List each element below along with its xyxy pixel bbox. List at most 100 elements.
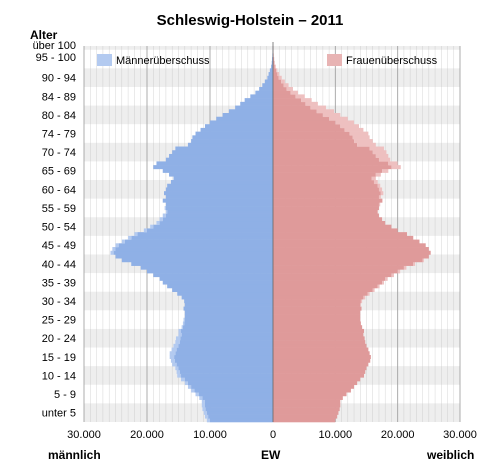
age-label: 45 - 49 xyxy=(42,240,76,252)
female-bar-age-62 xyxy=(273,187,379,192)
male-surplus-age-50 xyxy=(134,232,138,237)
female-bar-age-17 xyxy=(273,354,371,360)
male-surplus-age-2 xyxy=(203,410,207,415)
female-surplus-age-58 xyxy=(378,202,381,207)
female-bar-age-44 xyxy=(273,254,429,259)
female-bar-age-76 xyxy=(273,135,353,140)
male-bar-age-2 xyxy=(206,410,273,415)
female-bar-age-47 xyxy=(273,243,426,248)
female-bar-age-25 xyxy=(273,325,363,330)
female-bar-age-11 xyxy=(273,377,361,382)
male-bar-age-61 xyxy=(164,191,273,196)
male-bar-age-81 xyxy=(216,116,273,121)
x-label-male: männlich xyxy=(48,448,101,462)
female-surplus-age-72 xyxy=(372,150,387,155)
female-bar-age-90 xyxy=(273,83,284,88)
male-surplus-age-1 xyxy=(204,414,209,419)
female-surplus-age-96 xyxy=(274,60,275,65)
female-bar-age-41 xyxy=(273,265,404,270)
female-bar-age-50 xyxy=(273,232,408,237)
male-bar-age-20 xyxy=(178,343,273,348)
male-surplus-age-25 xyxy=(181,325,183,330)
female-surplus-age-39 xyxy=(391,273,394,278)
female-bar-age-89 xyxy=(273,86,287,91)
male-bar-age-68 xyxy=(153,165,273,170)
male-bar-age-39 xyxy=(153,273,273,278)
male-bar-age-25 xyxy=(182,325,273,330)
male-surplus-age-11 xyxy=(181,377,185,382)
male-bar-age-43 xyxy=(121,258,273,263)
legend-swatch-female-surplus xyxy=(327,54,342,66)
female-surplus-age-87 xyxy=(295,94,305,99)
female-surplus-age-37 xyxy=(382,280,384,285)
female-bar-age-22 xyxy=(273,336,365,341)
male-bar-age-53 xyxy=(159,220,273,225)
female-bar-age-69 xyxy=(273,161,389,166)
male-bar-age-3 xyxy=(205,407,273,412)
male-bar-age-7 xyxy=(198,392,273,397)
male-bar-age-16 xyxy=(174,358,273,363)
female-bar-age-85 xyxy=(273,101,306,106)
male-bar-age-80 xyxy=(210,120,273,125)
female-bar-age-72 xyxy=(273,150,373,155)
age-label: unter 5 xyxy=(42,408,76,420)
female-bar-age-92 xyxy=(273,75,279,80)
male-surplus-age-17 xyxy=(169,354,175,360)
female-surplus-age-84 xyxy=(310,105,326,110)
male-bar-age-49 xyxy=(131,235,273,240)
male-bar-age-29 xyxy=(184,310,273,315)
age-label: 80 - 84 xyxy=(42,110,76,122)
age-label: 20 - 24 xyxy=(42,333,76,345)
female-surplus-age-68 xyxy=(391,165,401,170)
male-bar-age-51 xyxy=(147,228,273,233)
male-bar-age-84 xyxy=(235,105,273,110)
female-bar-age-33 xyxy=(273,295,364,300)
female-bar-age-46 xyxy=(273,247,429,252)
female-bar-age-6 xyxy=(273,395,343,400)
female-bar-age-56 xyxy=(273,209,378,214)
female-surplus-age-81 xyxy=(329,116,348,121)
male-bar-age-45 xyxy=(113,250,273,255)
male-bar-age-28 xyxy=(184,314,273,319)
male-bar-age-65 xyxy=(173,176,273,181)
female-bar-age-73 xyxy=(273,146,370,151)
female-bar-age-88 xyxy=(273,90,291,95)
male-bar-age-58 xyxy=(165,202,273,207)
female-bar-age-57 xyxy=(273,206,379,211)
female-bar-age-53 xyxy=(273,220,386,225)
female-surplus-age-43 xyxy=(422,258,424,263)
female-bar-age-59 xyxy=(273,198,383,203)
female-bar-age-19 xyxy=(273,347,369,352)
female-surplus-age-41 xyxy=(403,265,407,270)
male-bar-age-13 xyxy=(179,369,273,374)
female-surplus-age-38 xyxy=(385,276,388,281)
male-surplus-age-48 xyxy=(121,239,125,244)
male-bar-age-59 xyxy=(162,198,273,203)
female-surplus-age-78 xyxy=(344,127,364,132)
female-bar-age-45 xyxy=(273,250,431,255)
male-surplus-age-7 xyxy=(195,392,199,397)
male-bar-age-18 xyxy=(175,351,273,356)
female-bar-age-38 xyxy=(273,276,386,281)
female-bar-age-81 xyxy=(273,116,330,121)
male-bar-age-50 xyxy=(137,232,273,237)
female-bar-age-79 xyxy=(273,124,341,129)
female-bar-age-61 xyxy=(273,191,381,196)
male-surplus-age-53 xyxy=(156,220,160,225)
age-label: 25 - 29 xyxy=(42,315,76,327)
male-surplus-age-57 xyxy=(164,206,166,211)
female-bar-age-70 xyxy=(273,157,379,162)
female-bar-age-31 xyxy=(273,302,361,307)
male-bar-age-91 xyxy=(264,79,273,84)
female-bar-age-21 xyxy=(273,340,366,345)
female-surplus-age-83 xyxy=(316,109,335,114)
female-surplus-age-32 xyxy=(360,299,363,304)
age-label: 95 - 100 xyxy=(36,52,76,64)
male-bar-age-92 xyxy=(267,75,273,80)
female-surplus-age-31 xyxy=(360,302,361,307)
female-bar-age-63 xyxy=(273,183,378,188)
female-bar-age-20 xyxy=(273,343,367,348)
male-bar-age-74 xyxy=(187,142,273,147)
female-surplus-age-88 xyxy=(290,90,298,95)
male-bar-age-33 xyxy=(181,295,273,300)
